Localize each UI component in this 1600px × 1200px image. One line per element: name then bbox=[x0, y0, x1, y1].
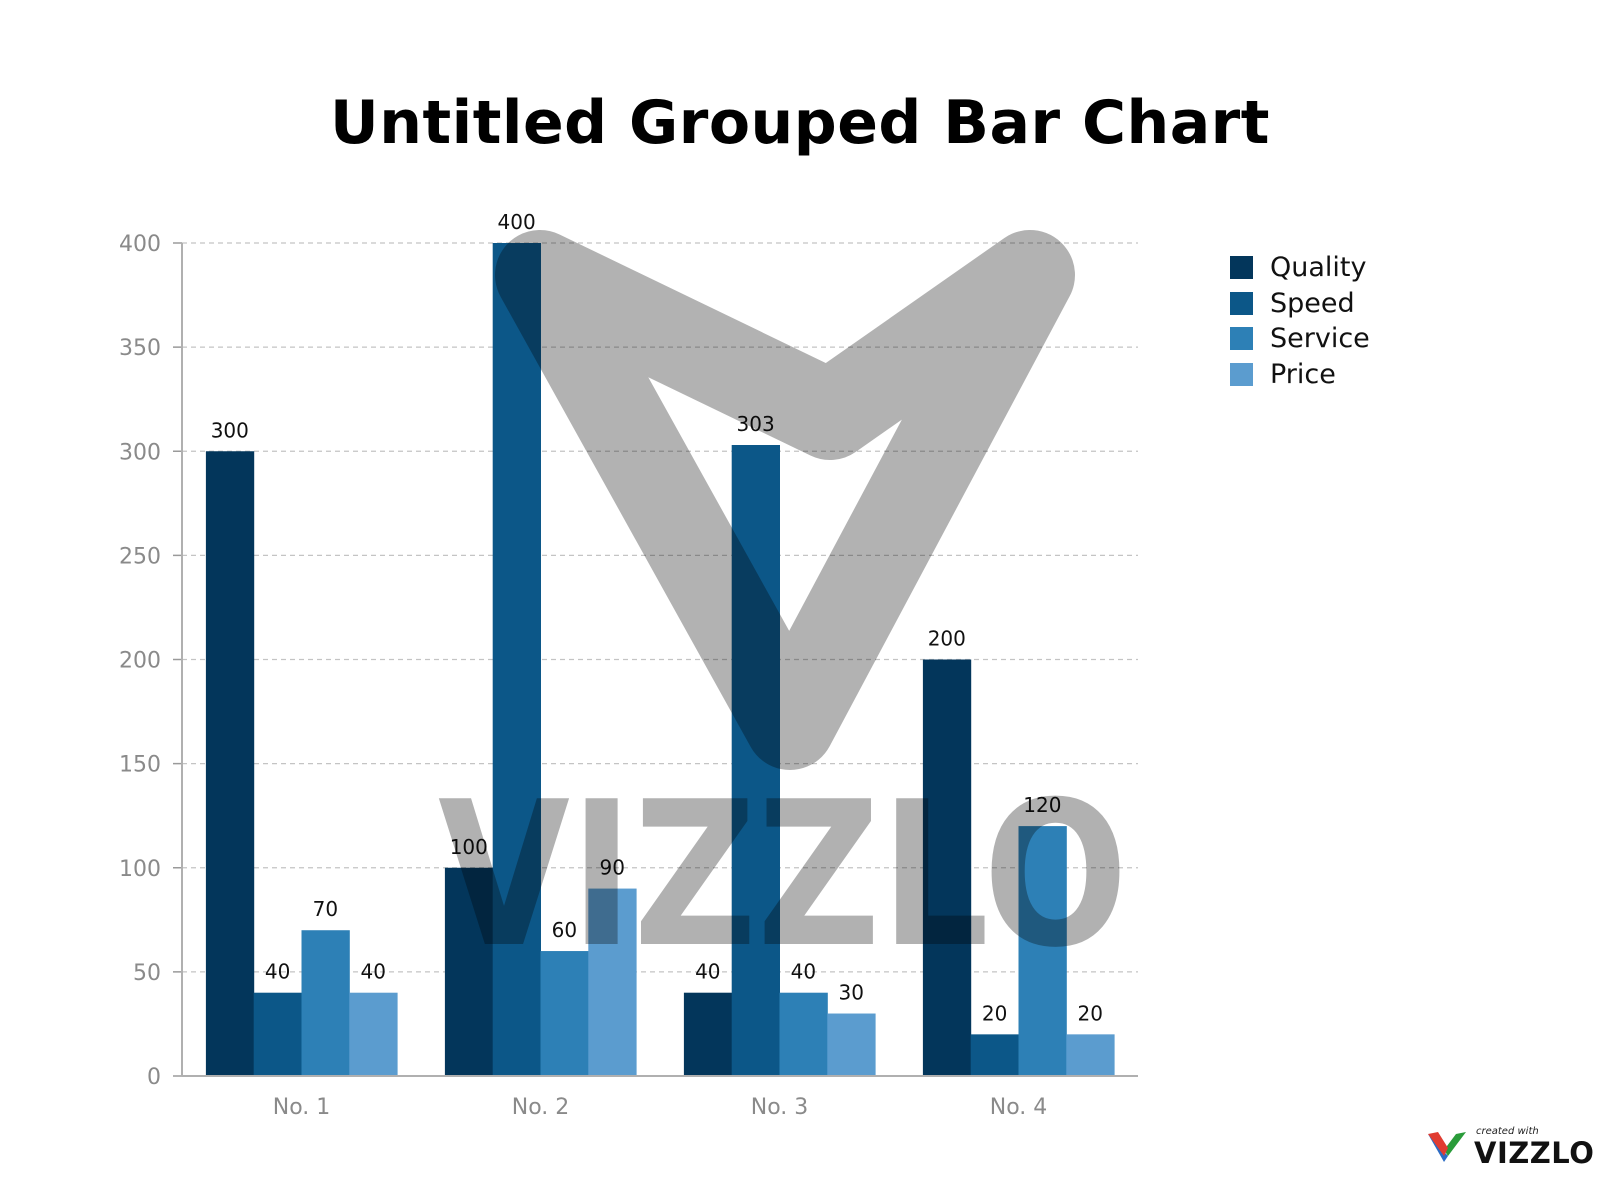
legend-item-speed[interactable]: Speed bbox=[1230, 286, 1370, 322]
y-tick-label-50: 50 bbox=[133, 961, 161, 986]
legend-label-quality: Quality bbox=[1270, 252, 1367, 284]
bar-quality-2 bbox=[444, 867, 494, 1076]
badge-caption: created with bbox=[1476, 1126, 1539, 1137]
legend-item-price[interactable]: Price bbox=[1230, 357, 1370, 393]
data-label-speed-2: 400 bbox=[498, 210, 536, 234]
legend-label-service: Service bbox=[1270, 323, 1370, 355]
data-labels: 300 40 70 40 100 400 60 90 40 303 40 30 200 20 120 20 bbox=[211, 210, 1103, 1025]
bar-speed-3 bbox=[731, 445, 780, 1076]
y-tick-label-100: 100 bbox=[119, 857, 161, 882]
axes: 0 50 100 150 200 250 300 350 400 No. 1 No. 2 No. 3 N… bbox=[119, 232, 1138, 1120]
bar-price-1 bbox=[349, 992, 398, 1076]
y-tick-label-300: 300 bbox=[119, 440, 161, 465]
bar-price-4 bbox=[1066, 1034, 1115, 1076]
data-label-service-2: 60 bbox=[552, 918, 577, 942]
legend-label-price: Price bbox=[1270, 358, 1336, 390]
badge-brand: VIZZLO bbox=[1474, 1136, 1595, 1170]
legend-label-speed: Speed bbox=[1270, 287, 1355, 319]
data-label-service-1: 70 bbox=[313, 897, 338, 921]
gridlines bbox=[182, 242, 1138, 973]
legend-swatch-quality bbox=[1230, 256, 1253, 280]
y-tick-label-400: 400 bbox=[119, 232, 161, 257]
data-label-speed-1: 40 bbox=[265, 960, 290, 984]
data-label-service-3: 40 bbox=[791, 960, 816, 984]
y-tick-label-0: 0 bbox=[147, 1065, 161, 1090]
bar-quality-3 bbox=[683, 992, 733, 1076]
legend-swatch-price bbox=[1230, 362, 1253, 386]
y-tick-label-350: 350 bbox=[119, 336, 161, 361]
bar-speed-2 bbox=[492, 243, 541, 1076]
y-tick-label-250: 250 bbox=[119, 544, 161, 569]
data-label-speed-4: 20 bbox=[982, 1001, 1007, 1025]
x-tick-label-1: No. 1 bbox=[273, 1095, 331, 1120]
bar-quality-1 bbox=[205, 451, 255, 1076]
y-tick-label-150: 150 bbox=[119, 753, 161, 778]
bar-service-3 bbox=[779, 992, 828, 1076]
bar-speed-4 bbox=[970, 1034, 1019, 1076]
data-label-price-4: 20 bbox=[1077, 1001, 1102, 1025]
vizzlo-badge[interactable]: created with VIZZLO bbox=[1424, 1126, 1594, 1170]
bars bbox=[205, 243, 1115, 1076]
legend: Quality Speed Service Price bbox=[1230, 250, 1370, 392]
bar-service-1 bbox=[301, 930, 350, 1076]
x-tick-label-4: No. 4 bbox=[990, 1095, 1048, 1120]
data-label-service-4: 120 bbox=[1023, 793, 1061, 817]
legend-item-quality[interactable]: Quality bbox=[1230, 250, 1370, 286]
data-label-quality-3: 40 bbox=[695, 960, 720, 984]
bar-price-2 bbox=[588, 888, 637, 1076]
data-label-quality-1: 300 bbox=[211, 418, 249, 442]
x-tick-label-2: No. 2 bbox=[512, 1095, 570, 1120]
legend-item-service[interactable]: Service bbox=[1230, 321, 1370, 357]
bar-speed-1 bbox=[253, 992, 302, 1076]
data-label-speed-3: 303 bbox=[737, 412, 775, 436]
legend-swatch-service bbox=[1230, 327, 1253, 351]
bar-service-4 bbox=[1018, 826, 1067, 1076]
data-label-price-2: 90 bbox=[599, 856, 624, 880]
data-label-price-3: 30 bbox=[838, 981, 863, 1005]
legend-swatch-speed bbox=[1230, 291, 1253, 315]
x-tick-label-3: No. 3 bbox=[751, 1095, 809, 1120]
bar-service-2 bbox=[540, 951, 589, 1076]
chart-title: Untitled Grouped Bar Chart bbox=[330, 88, 1270, 158]
data-label-price-1: 40 bbox=[360, 960, 385, 984]
data-label-quality-2: 100 bbox=[450, 835, 488, 859]
bar-quality-4 bbox=[922, 659, 972, 1076]
y-tick-label-200: 200 bbox=[119, 649, 161, 674]
bar-price-3 bbox=[827, 1013, 876, 1076]
data-label-quality-4: 200 bbox=[928, 627, 966, 651]
vizzlo-logo-icon bbox=[1428, 1132, 1466, 1162]
